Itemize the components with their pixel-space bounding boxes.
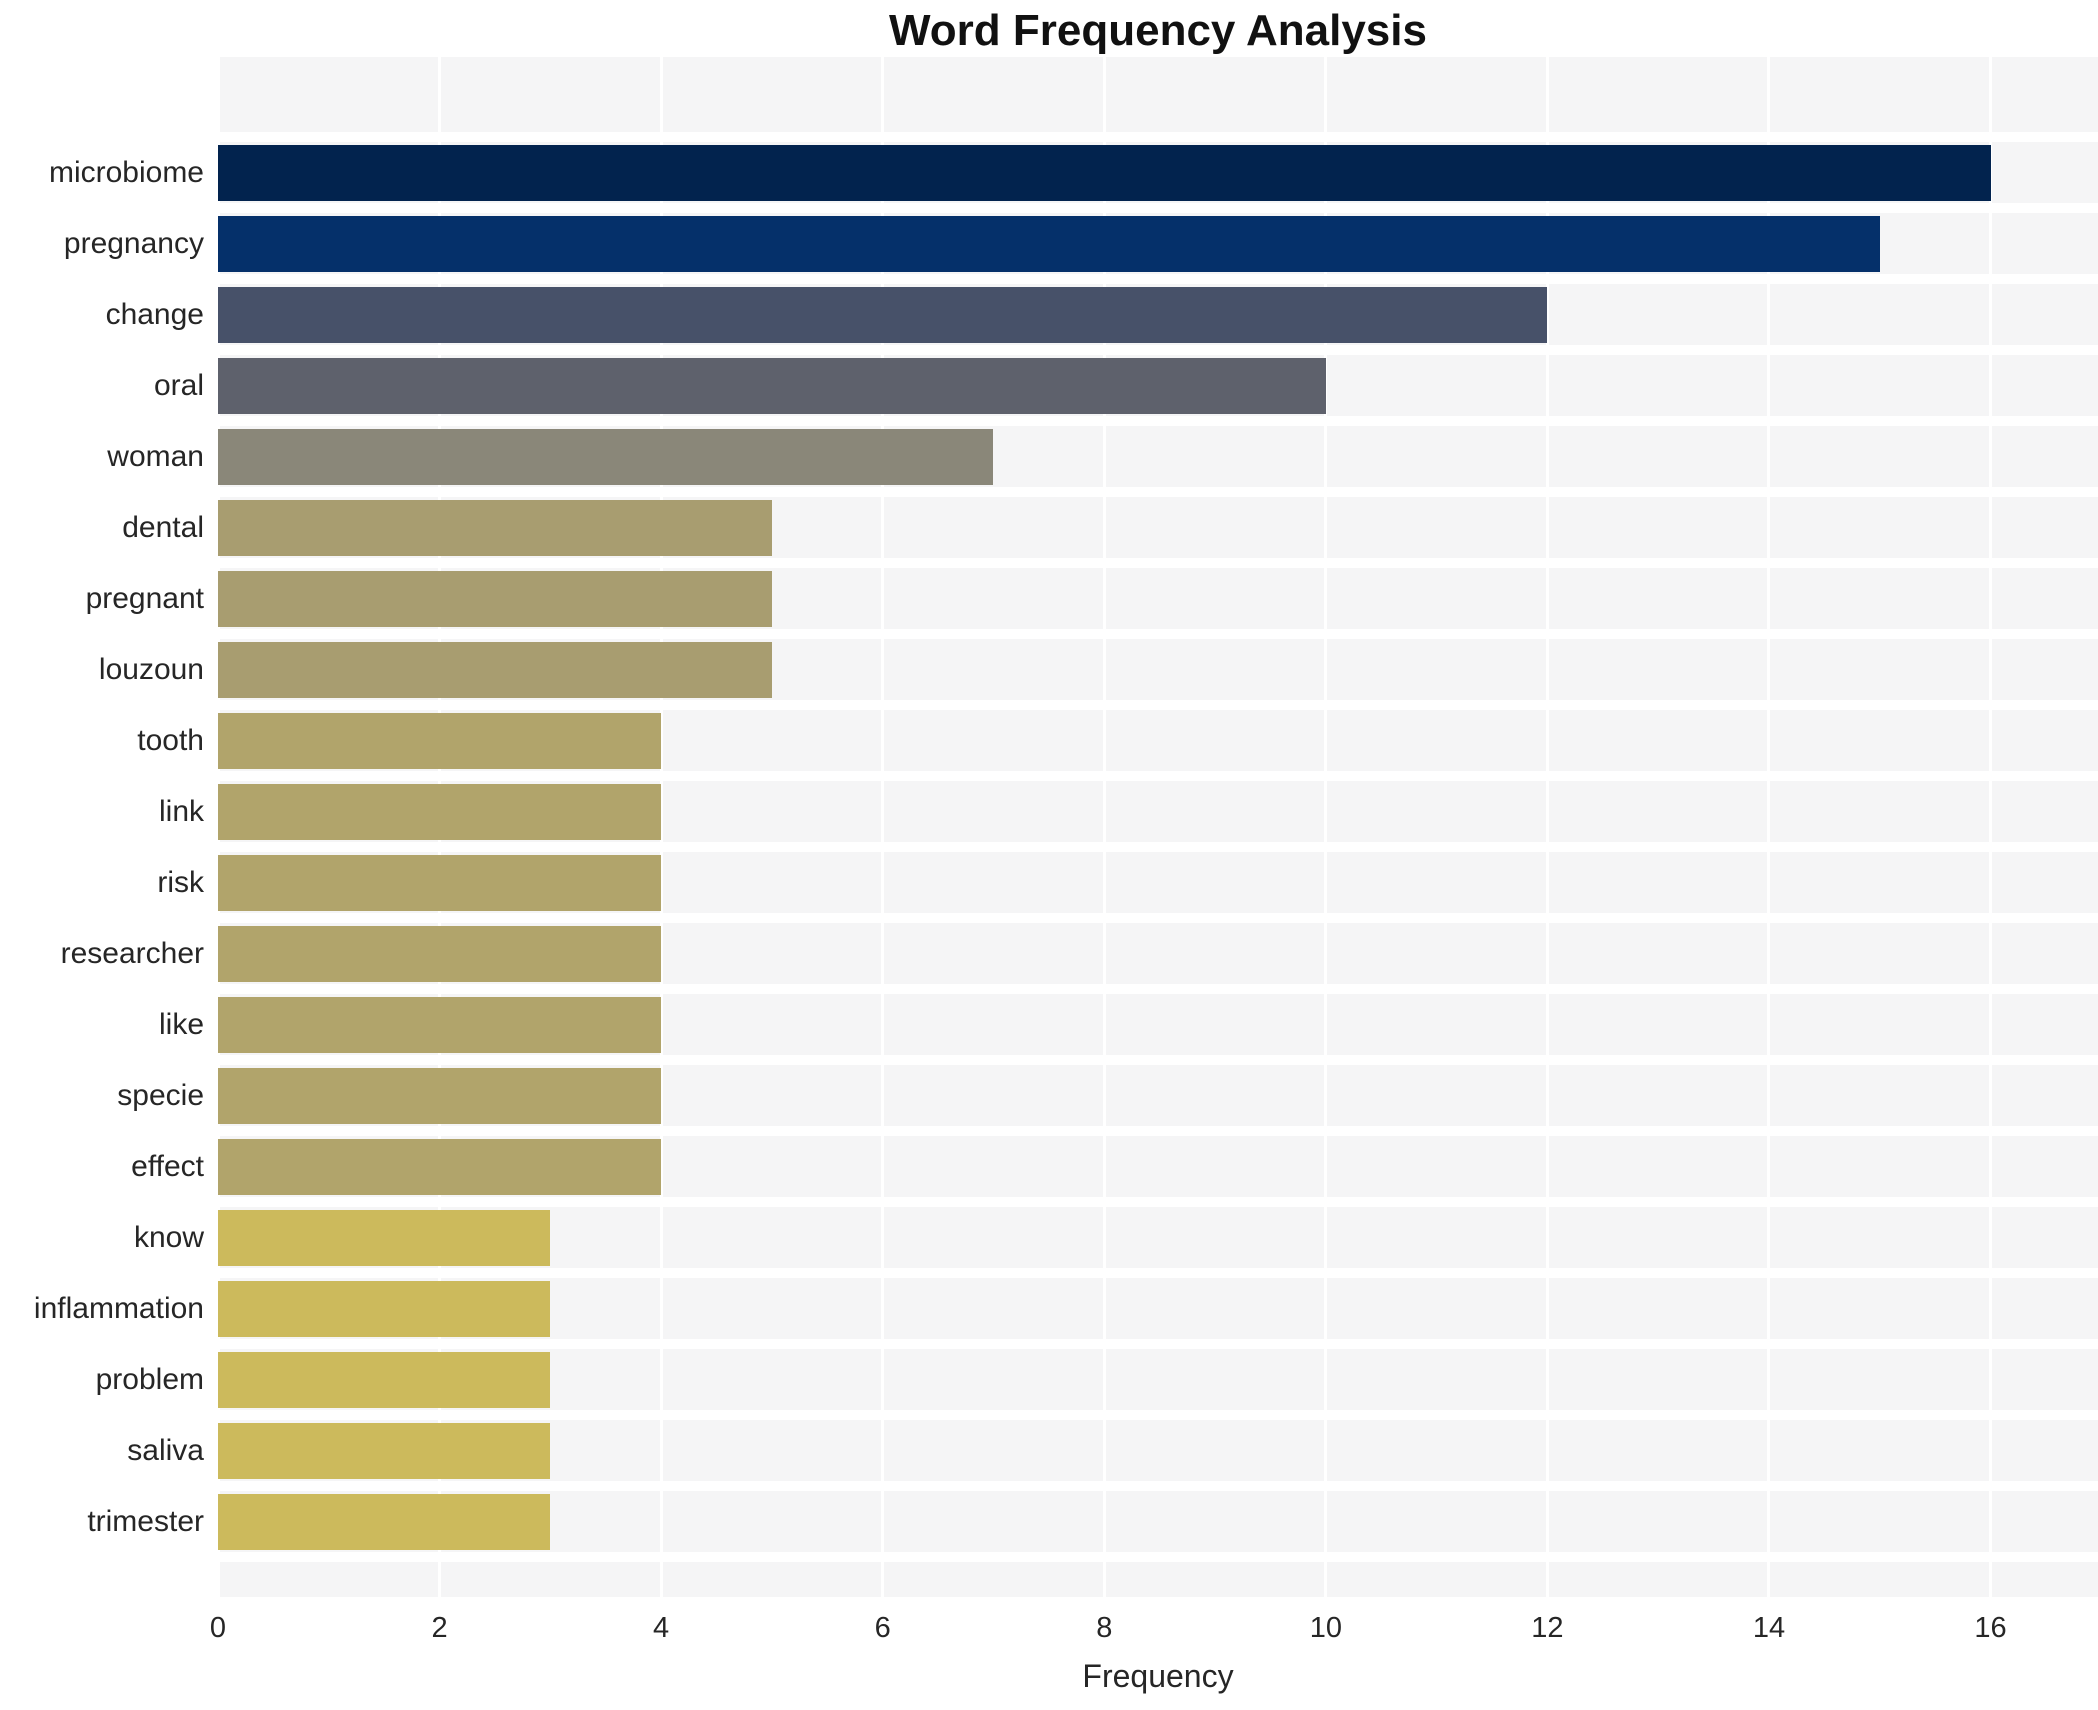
gridline-horizontal bbox=[218, 1268, 2098, 1278]
bar bbox=[218, 1067, 662, 1124]
y-category-label: researcher bbox=[60, 936, 204, 970]
bar bbox=[218, 996, 662, 1053]
bar bbox=[218, 144, 1991, 201]
x-tick-label: 0 bbox=[209, 1612, 227, 1644]
gridline-horizontal bbox=[218, 984, 2098, 994]
y-category-label: like bbox=[158, 1007, 204, 1041]
gridline-horizontal bbox=[218, 1055, 2098, 1065]
y-axis-labels: microbiome pregnancy change oral woman dental… bbox=[0, 57, 204, 1597]
bar bbox=[218, 1138, 662, 1195]
gridline-vertical bbox=[1324, 57, 1328, 1597]
gridline-horizontal bbox=[218, 1197, 2098, 1207]
y-category-label: saliva bbox=[127, 1433, 204, 1467]
gridline-horizontal bbox=[218, 1481, 2098, 1491]
gridline-horizontal bbox=[218, 345, 2098, 355]
y-category-label: problem bbox=[95, 1362, 204, 1396]
gridline-horizontal bbox=[218, 1339, 2098, 1349]
gridline-vertical bbox=[1102, 57, 1106, 1597]
x-axis-label: Frequency bbox=[1082, 1658, 1234, 1694]
x-tick-label: 2 bbox=[431, 1612, 448, 1644]
x-tick-label: 14 bbox=[1752, 1612, 1786, 1644]
plot-area bbox=[216, 57, 2098, 1597]
y-category-label: oral bbox=[153, 368, 204, 402]
bar bbox=[218, 1209, 551, 1266]
gridline-horizontal bbox=[218, 558, 2098, 568]
gridline-horizontal bbox=[218, 700, 2098, 710]
y-category-label: link bbox=[158, 794, 204, 828]
gridline-horizontal bbox=[218, 487, 2098, 497]
bar bbox=[218, 1422, 551, 1479]
y-category-label: know bbox=[133, 1220, 204, 1254]
y-category-label: risk bbox=[157, 865, 204, 899]
x-tick-label: 4 bbox=[653, 1612, 670, 1644]
bar bbox=[218, 712, 662, 769]
y-category-label: effect bbox=[131, 1149, 204, 1183]
gridline-horizontal bbox=[218, 1126, 2098, 1136]
bar bbox=[218, 357, 1326, 414]
bar bbox=[218, 1493, 551, 1550]
gridline-horizontal bbox=[218, 913, 2098, 923]
gridline-vertical bbox=[1545, 57, 1549, 1597]
gridline-horizontal bbox=[218, 416, 2098, 426]
bar bbox=[218, 1351, 551, 1408]
gridline-horizontal bbox=[218, 203, 2098, 213]
y-category-label: woman bbox=[107, 439, 204, 473]
gridline-horizontal bbox=[218, 842, 2098, 852]
x-tick-label: 8 bbox=[1096, 1612, 1113, 1644]
y-category-label: trimester bbox=[87, 1504, 204, 1538]
bar bbox=[218, 854, 662, 911]
bar bbox=[218, 570, 772, 627]
chart-title: Word Frequency Analysis bbox=[889, 6, 1427, 55]
gridline-horizontal bbox=[218, 1410, 2098, 1420]
x-axis-ticks: 0 2 4 6 8 10 12 14 16 bbox=[0, 1612, 2098, 1652]
y-category-label: tooth bbox=[137, 723, 204, 757]
gridline-vertical bbox=[1767, 57, 1771, 1597]
gridline-horizontal bbox=[218, 771, 2098, 781]
bar bbox=[218, 499, 772, 556]
gridline-horizontal bbox=[218, 274, 2098, 284]
gridline-vertical bbox=[659, 57, 663, 1597]
gridline-horizontal bbox=[218, 629, 2098, 639]
x-tick-label: 10 bbox=[1309, 1612, 1342, 1644]
bar bbox=[218, 215, 1880, 272]
x-tick-label: 6 bbox=[874, 1612, 891, 1644]
bar bbox=[218, 783, 662, 840]
bar bbox=[218, 1280, 551, 1337]
y-category-label: microbiome bbox=[48, 155, 204, 189]
bar bbox=[218, 925, 662, 982]
y-category-label: change bbox=[105, 297, 204, 331]
bar bbox=[218, 286, 1548, 343]
y-category-label: louzoun bbox=[98, 652, 204, 686]
y-category-label: pregnant bbox=[85, 581, 204, 615]
gridline-vertical bbox=[881, 57, 885, 1597]
y-category-label: dental bbox=[122, 510, 204, 544]
gridline-horizontal bbox=[218, 132, 2098, 142]
gridline-horizontal bbox=[218, 1552, 2098, 1562]
y-category-label: inflammation bbox=[33, 1291, 204, 1325]
x-tick-label: 12 bbox=[1531, 1612, 1564, 1644]
y-category-label: specie bbox=[117, 1078, 204, 1112]
x-tick-label: 16 bbox=[1974, 1612, 2007, 1644]
bar bbox=[218, 641, 772, 698]
bar bbox=[218, 428, 994, 485]
y-category-label: pregnancy bbox=[63, 226, 204, 260]
gridline-vertical bbox=[1989, 57, 1993, 1597]
